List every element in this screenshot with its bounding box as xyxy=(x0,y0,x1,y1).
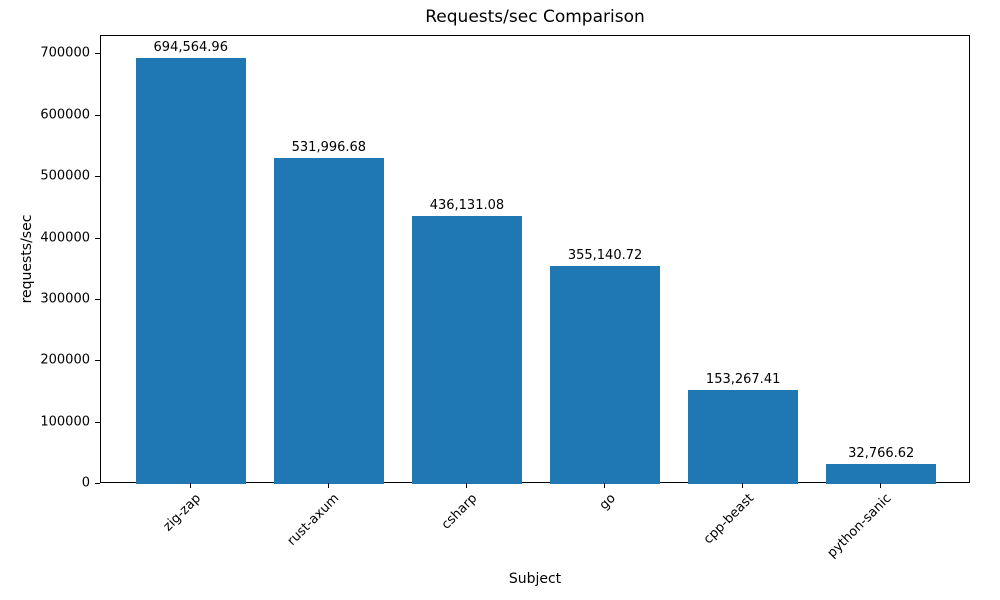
bar-csharp xyxy=(411,216,523,484)
y-tick-mark xyxy=(95,483,100,484)
y-tick-label: 600000 xyxy=(40,107,90,123)
x-tick-label: zig-zap xyxy=(160,491,205,535)
bar-cpp-beast xyxy=(687,389,799,484)
bar-value-label: 153,267.41 xyxy=(705,371,781,387)
x-tick-label: rust-axum xyxy=(284,491,343,549)
bar-value-label: 694,564.96 xyxy=(153,39,228,55)
plot-area: 694,564.96 531,996.68 436,131.08 355,140.72… xyxy=(100,35,970,484)
x-tick-label: cpp-beast xyxy=(700,491,757,548)
bar-value-label: 355,140.72 xyxy=(567,248,643,264)
bar-value-label: 32,766.62 xyxy=(848,445,915,461)
bar-go xyxy=(549,266,661,484)
y-tick-label: 400000 xyxy=(40,230,90,246)
y-tick-label: 100000 xyxy=(40,414,90,430)
y-tick-label: 0 xyxy=(81,475,90,491)
bar-zig-zap xyxy=(135,57,246,484)
bar-value-label: 436,131.08 xyxy=(429,198,505,214)
bar-rust-axum xyxy=(273,157,385,484)
bar-value-label: 531,996.68 xyxy=(291,139,367,155)
y-tick-label: 300000 xyxy=(40,291,90,307)
y-tick-label: 200000 xyxy=(40,352,90,368)
y-tick-label: 700000 xyxy=(40,45,90,61)
chart-title: Requests/sec Comparison xyxy=(425,7,645,27)
x-tick-label: go xyxy=(596,491,619,514)
y-tick-label: 500000 xyxy=(40,168,90,184)
x-axis-label: Subject xyxy=(508,571,562,587)
bar-python-sanic xyxy=(826,463,937,484)
x-tick-label: python-sanic xyxy=(824,491,895,561)
x-tick-label: csharp xyxy=(439,491,481,533)
y-axis-label: requests/sec xyxy=(19,214,35,304)
